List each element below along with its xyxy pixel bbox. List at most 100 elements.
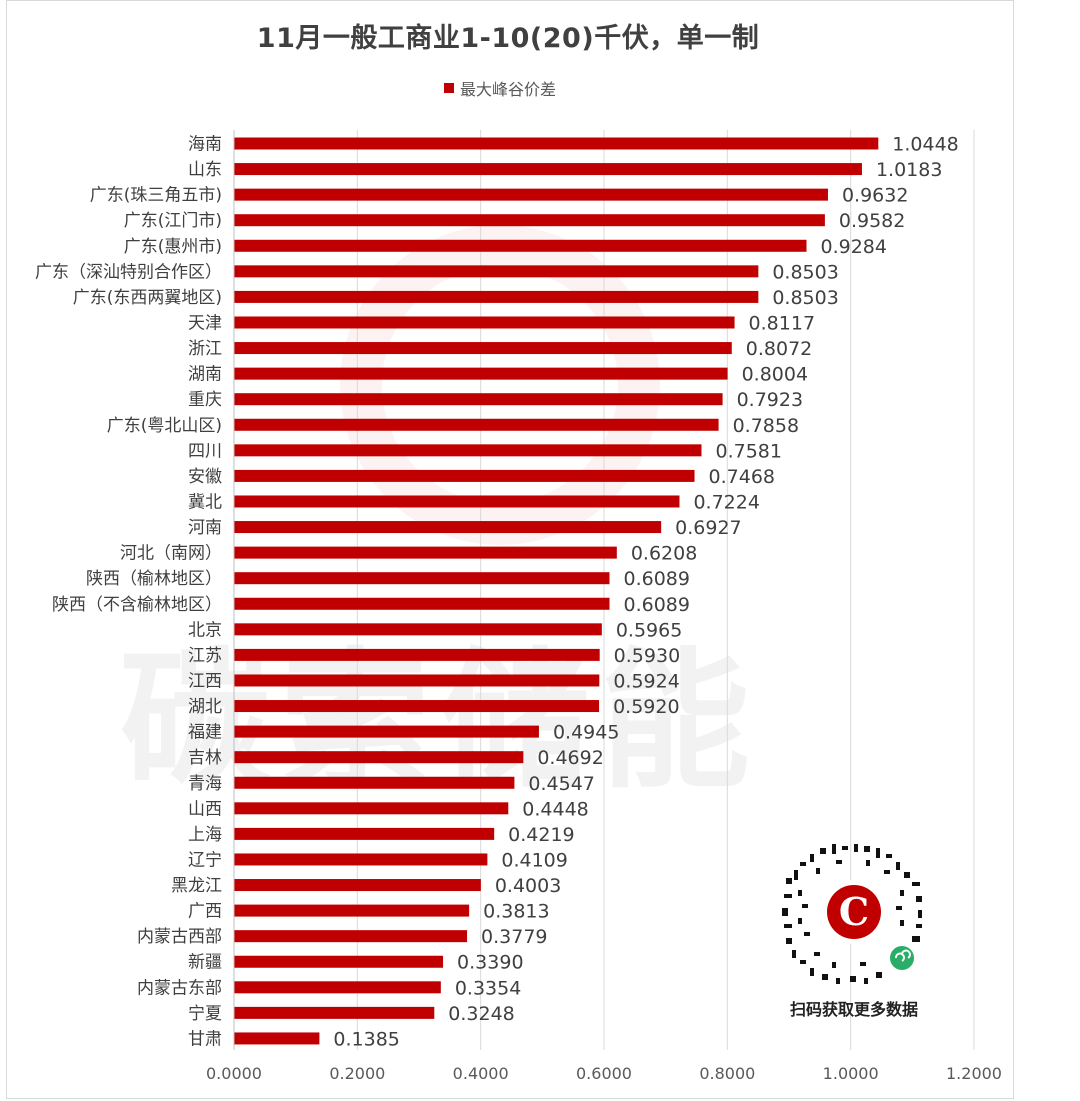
data-label: 0.4547 [528,773,594,795]
category-label: 四川 [188,441,222,461]
bar [234,904,470,917]
data-label: 0.8503 [772,261,838,283]
bar [234,265,759,278]
x-tick-label: 1.0000 [823,1064,879,1083]
data-label: 0.9284 [821,236,887,258]
category-label: 湖北 [188,697,222,717]
x-tick-label: 1.2000 [946,1064,1002,1083]
category-label: 新疆 [188,953,222,973]
bar [234,776,515,789]
bar [234,239,807,252]
data-label: 0.5965 [616,619,682,641]
bar [234,1032,320,1045]
bar [234,393,723,406]
category-label: 重庆 [188,390,222,410]
category-label: 广西 [188,902,222,922]
data-label: 0.3779 [481,926,547,948]
x-tick-label: 0.2000 [329,1064,385,1083]
data-label: 1.0183 [876,159,942,181]
category-label: 山东 [188,160,222,180]
category-label: 广东(粤北山区) [107,416,222,436]
category-label: 甘肃 [188,1029,222,1049]
category-label: 陕西（不含榆林地区） [52,595,222,615]
category-label: 山西 [188,799,222,819]
category-label: 宁夏 [188,1004,222,1024]
bar [234,367,728,380]
bar [234,648,600,661]
data-label: 0.3248 [448,1003,514,1025]
chart-title: 11月一般工商业1-10(20)千伏，单一制 [256,23,760,54]
bar [234,469,695,482]
data-label: 0.9632 [842,185,908,207]
data-label: 0.7923 [737,389,803,411]
chart-legend: 最大峰谷价差 [444,76,556,100]
bar [234,290,759,303]
category-label: 江苏 [188,646,222,666]
x-tick-label: 0.8000 [699,1064,755,1083]
data-label: 1.0448 [892,134,958,156]
data-label: 0.6208 [631,543,697,565]
category-label: 海南 [188,135,222,155]
category-label: 内蒙古西部 [137,927,222,947]
bar [234,955,444,968]
legend-swatch [444,83,454,93]
bar [234,316,735,329]
chart-frame [6,0,1014,1099]
data-label: 0.6927 [675,517,741,539]
data-label: 0.9582 [839,210,905,232]
bar [234,674,600,687]
x-tick-label: 0.6000 [576,1064,632,1083]
category-label: 福建 [188,723,222,743]
category-label: 江西 [188,671,222,691]
data-label: 0.3390 [457,952,523,974]
category-label: 湖南 [188,365,222,385]
bar [234,853,488,866]
bar [234,751,524,764]
data-label: 0.5920 [613,696,679,718]
bar [234,827,495,840]
category-label: 广东(江门市) [124,211,222,231]
bar [234,572,610,585]
bar [234,597,610,610]
bar [234,521,662,534]
data-label: 0.4692 [537,747,603,769]
qr-code[interactable]: C [780,840,928,988]
qr-logo-letter: C [839,889,869,934]
data-label: 0.4109 [501,849,567,871]
category-label: 河南 [188,518,222,538]
category-label: 上海 [188,825,222,845]
category-label: 内蒙古东部 [137,978,222,998]
bar [234,444,702,457]
category-label: 辽宁 [188,850,222,870]
bar [234,700,600,713]
bar [234,342,732,355]
bar [234,981,441,994]
data-label: 0.5930 [614,645,680,667]
bar [234,802,509,815]
category-label: 河北（南网） [120,544,222,564]
data-label: 0.8503 [772,287,838,309]
x-tick-label: 0.0000 [206,1064,262,1083]
data-label: 0.1385 [333,1028,399,1050]
bar [234,214,825,227]
category-label: 广东(惠州市) [124,237,222,257]
data-label: 0.7581 [715,440,781,462]
data-label: 0.3354 [455,977,521,999]
category-label: 黑龙江 [171,876,222,896]
data-label: 0.7858 [733,415,799,437]
legend-label: 最大峰谷价差 [460,80,557,99]
category-label: 天津 [188,313,222,333]
data-label: 0.7468 [709,466,775,488]
bar [234,546,617,559]
bar [234,1006,435,1019]
category-label: 广东(珠三角五市) [90,186,222,206]
data-label: 0.6089 [623,568,689,590]
data-label: 0.8004 [742,364,808,386]
qr-code-block[interactable]: C 扫码获取更多数据 [776,840,932,1020]
data-label: 0.3813 [483,901,549,923]
data-label: 0.8117 [749,312,815,334]
qr-caption: 扫码获取更多数据 [789,1000,918,1019]
bar [234,879,481,892]
data-label: 0.5924 [613,670,679,692]
